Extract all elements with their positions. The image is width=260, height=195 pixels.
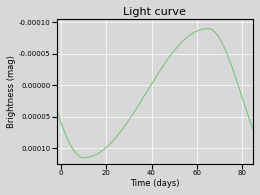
Title: Light curve: Light curve	[124, 7, 186, 17]
Y-axis label: Brightness (mag): Brightness (mag)	[7, 55, 16, 128]
X-axis label: Time (days): Time (days)	[130, 179, 180, 188]
